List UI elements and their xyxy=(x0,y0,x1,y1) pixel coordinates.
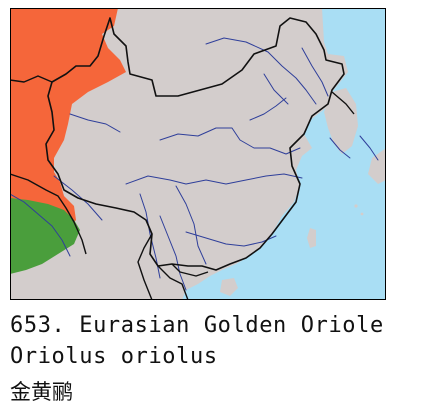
other-borders xyxy=(10,75,355,300)
land-japan xyxy=(368,148,386,184)
range-map xyxy=(10,8,386,300)
river xyxy=(263,73,289,105)
river xyxy=(249,97,287,121)
land-korea xyxy=(324,88,358,154)
river xyxy=(329,137,351,159)
river xyxy=(159,215,187,291)
border xyxy=(10,75,53,83)
chinese-name: 金黄鹂 xyxy=(10,380,73,404)
border xyxy=(10,173,87,255)
river xyxy=(301,47,329,97)
range-breeding xyxy=(10,8,126,230)
china-border xyxy=(45,17,345,271)
border xyxy=(331,91,355,115)
scientific-name: Oriolus oriolus xyxy=(10,344,218,369)
border xyxy=(171,263,209,277)
border xyxy=(137,233,153,300)
river xyxy=(185,231,277,247)
river xyxy=(53,175,103,221)
land-islet xyxy=(360,212,364,216)
border xyxy=(157,265,189,300)
land-islet xyxy=(354,204,358,208)
river xyxy=(175,185,207,265)
land-hainan xyxy=(220,278,238,296)
river xyxy=(359,135,379,161)
river xyxy=(159,127,301,155)
range-resident xyxy=(10,198,80,274)
map-svg xyxy=(10,8,386,300)
river xyxy=(69,113,121,133)
river xyxy=(10,193,71,257)
map-frame-border xyxy=(10,8,386,300)
river xyxy=(205,37,317,105)
river xyxy=(125,173,303,185)
species-number-and-common-name: 653. Eurasian Golden Oriole xyxy=(10,313,384,338)
land-taiwan xyxy=(307,228,316,248)
